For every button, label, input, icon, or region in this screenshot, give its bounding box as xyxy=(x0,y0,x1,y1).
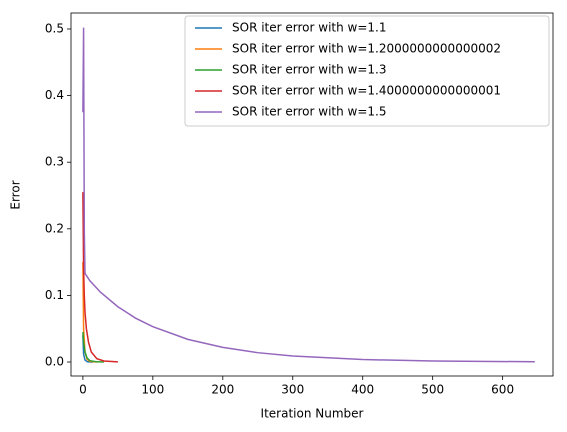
x-tick-label: 0 xyxy=(79,383,87,397)
x-tick-label: 100 xyxy=(141,383,164,397)
legend-label: SOR iter error with w=1.5 xyxy=(232,105,386,119)
y-tick-label: 0.1 xyxy=(45,288,64,302)
legend-label: SOR iter error with w=1.2000000000000002 xyxy=(232,42,501,56)
y-tick-label: 0.2 xyxy=(45,221,64,235)
y-tick-label: 0.5 xyxy=(45,21,64,35)
x-tick-label: 600 xyxy=(491,383,514,397)
y-tick-label: 0.0 xyxy=(45,355,64,369)
x-tick-label: 300 xyxy=(281,383,304,397)
x-axis-label: Iteration Number xyxy=(261,407,364,421)
x-tick-label: 500 xyxy=(421,383,444,397)
line-series xyxy=(82,27,535,363)
x-tick-label: 200 xyxy=(211,383,234,397)
line-series xyxy=(82,331,104,363)
line-series xyxy=(82,192,118,363)
legend-box xyxy=(184,15,550,127)
legend-label: SOR iter error with w=1.1 xyxy=(232,21,386,35)
y-tick-label: 0.3 xyxy=(45,155,64,169)
y-tick-label: 0.4 xyxy=(45,88,64,102)
legend-label: SOR iter error with w=1.3 xyxy=(232,63,386,77)
plot-frame xyxy=(70,12,554,377)
y-axis-label: Error xyxy=(9,180,23,209)
x-tick-label: 400 xyxy=(351,383,374,397)
legend-label: SOR iter error with w=1.4000000000000001 xyxy=(232,84,501,98)
